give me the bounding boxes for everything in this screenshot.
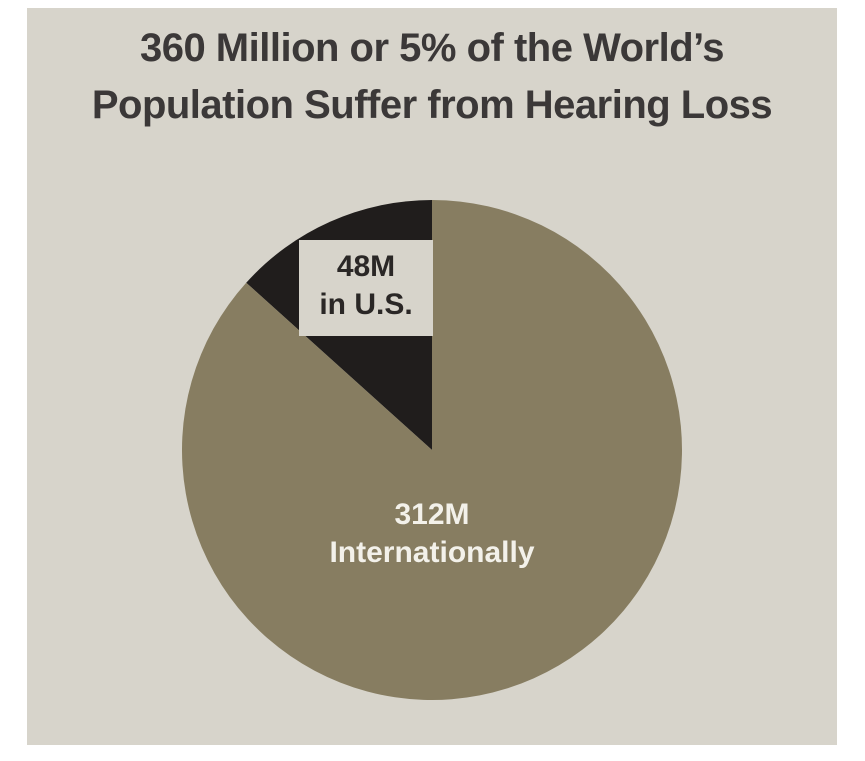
international-slice-label-text: Internationally bbox=[329, 536, 535, 569]
chart-title-line-1: 360 Million or 5% of the World’s bbox=[139, 26, 725, 70]
chart-title-line-2: Population Suffer from Hearing Loss bbox=[91, 83, 773, 127]
us-slice-label-text: in U.S. bbox=[319, 288, 413, 321]
us-slice-label-value: 48M bbox=[336, 250, 396, 283]
international-slice-label-value: 312M bbox=[394, 498, 470, 531]
international-slice-label: 312M Internationally bbox=[282, 496, 582, 572]
chart-title: 360 Million or 5% of the World’s Populat… bbox=[27, 8, 837, 134]
slide-background: 360 Million or 5% of the World’s Populat… bbox=[27, 8, 837, 745]
us-slice-label: 48M in U.S. bbox=[299, 240, 433, 336]
pie-slice-international bbox=[182, 200, 682, 700]
